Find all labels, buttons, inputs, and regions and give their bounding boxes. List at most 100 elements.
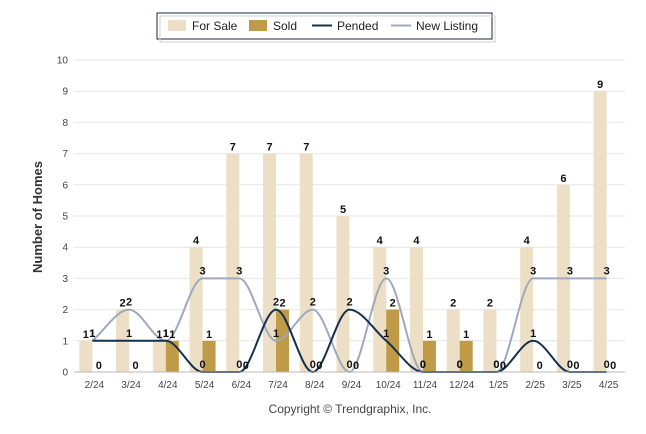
line-value-label: 1 — [530, 328, 536, 340]
bar-sold — [422, 340, 436, 372]
line-value-label: 2 — [126, 297, 132, 309]
bar-for-sale — [409, 247, 423, 372]
y-tick-label: 3 — [62, 274, 68, 285]
x-tick-label: 5/24 — [195, 380, 215, 391]
line-value-label: 0 — [200, 359, 206, 371]
bar-value-label: 0 — [610, 360, 616, 372]
line-pended — [92, 308, 607, 374]
y-tick-label: 5 — [62, 212, 68, 223]
bar-value-label: 4 — [193, 235, 200, 247]
bar-sold — [165, 340, 179, 372]
y-tick-label: 6 — [62, 180, 68, 191]
x-tick-label: 3/24 — [121, 380, 141, 391]
bar-for-sale — [446, 309, 460, 372]
x-tick-label: 10/24 — [376, 380, 401, 391]
line-marks — [91, 277, 607, 374]
bar-for-sale — [189, 247, 203, 372]
bar-value-label: 1 — [463, 329, 469, 341]
bar-value-label: 0 — [573, 360, 579, 372]
x-tick-label: 6/24 — [232, 380, 252, 391]
bar-value-label: 2 — [279, 298, 285, 310]
bar-value-label: 5 — [340, 204, 346, 216]
bar-value-label: 9 — [597, 79, 603, 91]
bar-sold — [459, 340, 473, 372]
line-value-label: 0 — [420, 359, 426, 371]
y-tick-label: 7 — [62, 149, 68, 160]
x-tick-label: 1/25 — [489, 380, 509, 391]
line-value-label: 3 — [236, 265, 242, 277]
x-tick-label: 8/24 — [305, 380, 325, 391]
y-tick-label: 8 — [62, 118, 68, 129]
line-value-label: 3 — [604, 265, 610, 277]
x-tick-label: 12/24 — [449, 380, 474, 391]
line-new-listing — [91, 277, 607, 374]
bar-value-label: 0 — [243, 360, 249, 372]
x-tick-label: 4/25 — [599, 380, 619, 391]
x-tick-label: 4/24 — [158, 380, 178, 391]
line-value-label: 1 — [383, 328, 389, 340]
bar-value-label: 7 — [303, 142, 309, 154]
line-value-label: 3 — [530, 265, 536, 277]
bar-value-label: 2 — [487, 298, 493, 310]
bar-value-label: 6 — [560, 173, 566, 185]
bar-value-label: 1 — [426, 329, 432, 341]
line-value-label: 0 — [604, 359, 610, 371]
x-tick-label: 3/25 — [562, 380, 582, 391]
x-tick-label: 7/24 — [268, 380, 288, 391]
line-value-label: 1 — [89, 328, 95, 340]
bar-value-label: 2 — [450, 298, 456, 310]
bar-sold — [276, 309, 290, 372]
line-value-label: 3 — [200, 265, 206, 277]
bar-value-label: 0 — [353, 360, 359, 372]
bar-for-sale — [336, 216, 350, 372]
x-tick-label: 9/24 — [342, 380, 362, 391]
line-value-label: 0 — [420, 359, 426, 371]
y-tick-label: 10 — [57, 56, 69, 67]
x-tick-label: 11/24 — [413, 380, 438, 391]
line-value-label: 1 — [163, 328, 169, 340]
line-value-label: 2 — [310, 297, 316, 309]
bar-value-label: 0 — [500, 360, 506, 372]
bar-value-label: 2 — [390, 298, 396, 310]
y-tick-label: 4 — [62, 243, 68, 254]
bar-for-sale — [226, 153, 240, 372]
y-axis-title: Number of Homes — [30, 161, 45, 273]
legend-label: For Sale — [192, 19, 238, 33]
bar-for-sale — [79, 340, 93, 372]
bar-for-sale — [483, 309, 497, 372]
line-value-label: 0 — [457, 359, 463, 371]
bar-for-sale — [373, 247, 387, 372]
line-value-label: 0 — [346, 359, 352, 371]
line-value-label: 2 — [273, 297, 279, 309]
legend-label: New Listing — [416, 19, 478, 33]
line-value-label: 0 — [493, 359, 499, 371]
bar-value-label: 4 — [524, 235, 531, 247]
bar-value-label: 0 — [537, 360, 543, 372]
bar-value-label: 0 — [133, 360, 139, 372]
line-value-label: 1 — [89, 328, 95, 340]
legend-shadow — [159, 15, 496, 43]
bar-value-label: 1 — [156, 329, 162, 341]
bar-for-sale — [152, 340, 166, 372]
bar-sold — [386, 309, 400, 372]
line-value-label: 0 — [310, 359, 316, 371]
bar-value-label: 7 — [266, 142, 272, 154]
line-value-label: 0 — [493, 359, 499, 371]
y-tick-label: 0 — [62, 368, 68, 379]
bar-value-label: 4 — [413, 235, 420, 247]
bar-for-sale — [593, 91, 607, 372]
legend-swatch — [249, 20, 267, 31]
y-tick-label: 1 — [62, 336, 68, 347]
copyright-credit: Copyright © Trendgraphix, Inc. — [269, 402, 432, 416]
line-value-label: 0 — [567, 359, 573, 371]
bar-value-label: 0 — [96, 360, 102, 372]
x-tick-label: 2/24 — [85, 380, 105, 391]
bar-value-label: 7 — [230, 142, 236, 154]
y-tick-label: 2 — [62, 305, 68, 316]
legend-swatch — [168, 20, 186, 31]
bar-for-sale — [299, 153, 313, 372]
